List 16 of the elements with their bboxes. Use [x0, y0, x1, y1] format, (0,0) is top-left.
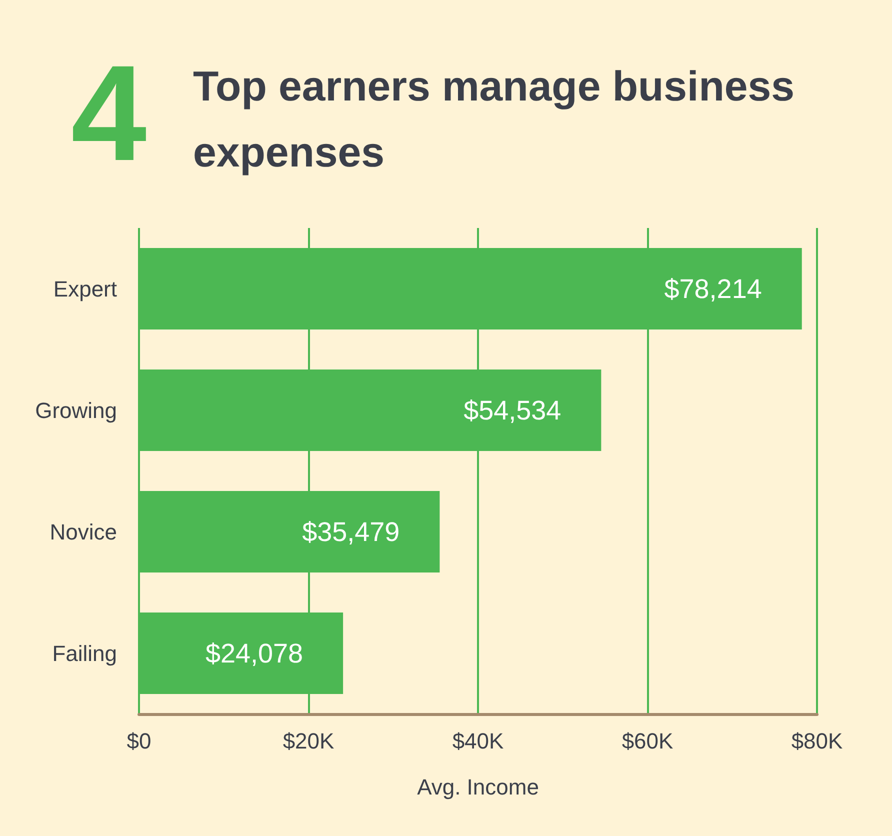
y-tick-label: Expert — [53, 276, 117, 302]
x-axis-title: Avg. Income — [417, 774, 539, 800]
y-tick-label: Growing — [35, 398, 117, 423]
data-label: $78,214 — [664, 274, 762, 304]
chart-title: Top earners manage business expenses — [193, 62, 806, 176]
data-label: $24,078 — [205, 638, 304, 668]
x-tick-label: $0 — [126, 728, 152, 754]
data-label: $54,534 — [464, 395, 562, 426]
data-label: $35,479 — [302, 516, 400, 547]
x-tick-label: $60K — [622, 728, 674, 754]
x-tick-label: $20K — [282, 728, 335, 754]
y-tick-label: Novice — [50, 519, 117, 544]
x-tick-label: $40K — [452, 728, 504, 754]
x-tick-label: $80K — [791, 728, 844, 754]
text: 4 — [71, 37, 147, 189]
y-tick-label: Failing — [52, 640, 117, 666]
